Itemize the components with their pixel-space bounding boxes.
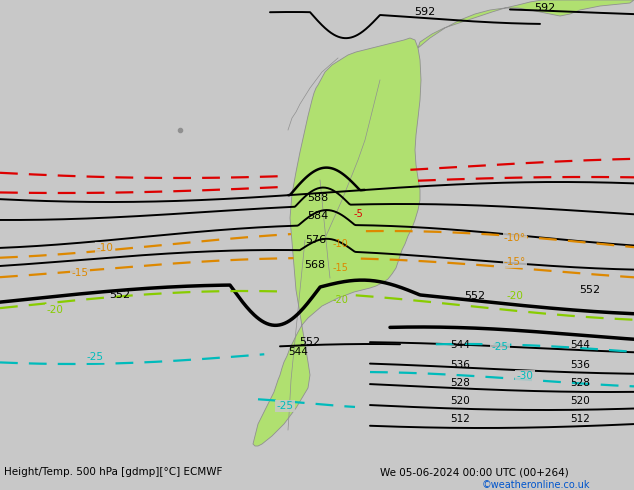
Text: -15: -15 bbox=[72, 268, 89, 278]
Text: 552: 552 bbox=[110, 290, 131, 300]
Polygon shape bbox=[418, 0, 634, 48]
Text: -10°: -10° bbox=[504, 233, 526, 243]
Text: 552: 552 bbox=[299, 337, 321, 347]
Text: -15°: -15° bbox=[504, 257, 526, 267]
Text: 528: 528 bbox=[450, 378, 470, 388]
Text: 544: 544 bbox=[570, 340, 590, 350]
Text: -10: -10 bbox=[96, 243, 113, 253]
Text: -20: -20 bbox=[507, 291, 524, 301]
Text: 520: 520 bbox=[450, 396, 470, 406]
Text: 544: 544 bbox=[288, 347, 308, 357]
Polygon shape bbox=[253, 38, 421, 446]
Text: 536: 536 bbox=[450, 360, 470, 370]
Text: ©weatheronline.co.uk: ©weatheronline.co.uk bbox=[482, 480, 590, 490]
Text: 552: 552 bbox=[579, 285, 600, 295]
Text: 588: 588 bbox=[307, 193, 328, 203]
Text: 584: 584 bbox=[307, 211, 328, 221]
Text: 576: 576 bbox=[306, 235, 327, 245]
Text: 592: 592 bbox=[415, 7, 436, 17]
Text: -5: -5 bbox=[353, 209, 363, 219]
Text: -25: -25 bbox=[276, 401, 294, 411]
Text: 592: 592 bbox=[534, 3, 555, 13]
Text: 528: 528 bbox=[570, 378, 590, 388]
Text: 536: 536 bbox=[570, 360, 590, 370]
Text: We 05-06-2024 00:00 UTC (00+264): We 05-06-2024 00:00 UTC (00+264) bbox=[380, 467, 569, 477]
Text: -10: -10 bbox=[332, 239, 348, 249]
Text: -15: -15 bbox=[332, 263, 348, 273]
Text: -30: -30 bbox=[517, 371, 533, 381]
Text: -20: -20 bbox=[46, 305, 63, 315]
Text: 544: 544 bbox=[450, 340, 470, 350]
Text: 512: 512 bbox=[570, 414, 590, 424]
Text: 568: 568 bbox=[304, 260, 326, 270]
Text: 520: 520 bbox=[570, 396, 590, 406]
Text: Height/Temp. 500 hPa [gdmp][°C] ECMWF: Height/Temp. 500 hPa [gdmp][°C] ECMWF bbox=[4, 467, 223, 477]
Text: -20: -20 bbox=[332, 295, 348, 305]
Text: -25: -25 bbox=[86, 352, 103, 362]
Text: 512: 512 bbox=[450, 414, 470, 424]
Text: 552: 552 bbox=[465, 291, 486, 301]
Text: -25: -25 bbox=[491, 342, 508, 352]
